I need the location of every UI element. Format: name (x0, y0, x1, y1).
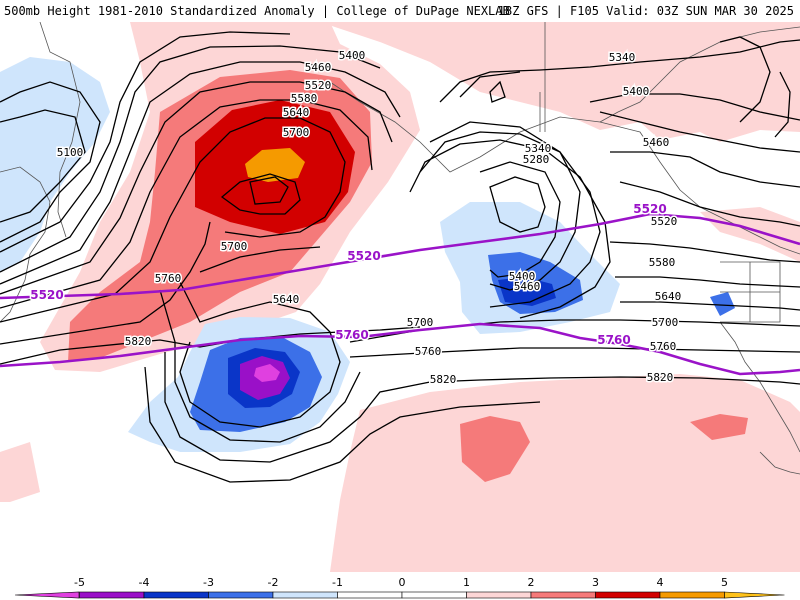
contour-label: 5760 (650, 340, 677, 353)
contour-label: 5400 (623, 85, 650, 98)
colorbar-swatch (337, 591, 403, 599)
colorbar-tick-label: 5 (721, 576, 728, 589)
colorbar-tick-label: 3 (592, 576, 599, 589)
colorbar-tick-label: 2 (528, 576, 535, 589)
contour-label: 5640 (273, 293, 300, 306)
positive-anomaly-fill (0, 22, 800, 572)
contour-label: 5400 (509, 270, 536, 283)
climo-height-lines (0, 212, 800, 376)
contour-label: 5820 (647, 371, 674, 384)
map-title: 500mb Height 1981-2010 Standardized Anom… (4, 4, 510, 18)
colorbar-swatch (530, 591, 596, 599)
contour-label: 5280 (523, 153, 550, 166)
colorbar-low-arrow (14, 591, 80, 599)
colorbar-high-arrow (724, 591, 785, 599)
contour-label: 5340 (609, 51, 636, 64)
colorbar-swatches (14, 591, 785, 599)
map-header: 500mb Height 1981-2010 Standardized Anom… (0, 0, 800, 22)
anomaly-map: 5400546055205580564057005100570057605640… (0, 22, 800, 572)
contour-label: 5700 (652, 316, 679, 329)
climo-labels: 5520 5520 5520 5760 5760 (29, 201, 668, 349)
contour-label: 5580 (649, 256, 676, 269)
colorbar-tick-label: -5 (74, 576, 85, 589)
contour-labels: 5400546055205580564057005100570057605640… (55, 48, 683, 388)
colorbar-swatch (401, 591, 467, 599)
contour-label: 5460 (514, 280, 541, 293)
contour-label: 5400 (339, 49, 366, 62)
contour-label: 5640 (283, 106, 310, 119)
colorbar-swatch (208, 591, 274, 599)
colorbar-tick-label: 1 (463, 576, 470, 589)
colorbar-swatch (595, 591, 661, 599)
contour-label: 5700 (407, 316, 434, 329)
contour-label: 5760 (415, 345, 442, 358)
colorbar-swatch (659, 591, 725, 599)
contour-label: 5820 (125, 335, 152, 348)
climo-label: 5760 (597, 333, 630, 347)
contour-label: 5520 (305, 79, 332, 92)
climo-label: 5520 (633, 202, 666, 216)
colorbar-swatch (143, 591, 209, 599)
colorbar-tick-label: -2 (268, 576, 279, 589)
height-contours (0, 31, 800, 483)
colorbar-swatch (466, 591, 532, 599)
climo-label: 5760 (335, 328, 368, 342)
contour-label: 5820 (430, 373, 457, 386)
colorbar-tick-label: 4 (657, 576, 664, 589)
contour-label: 5700 (283, 126, 310, 139)
contour-label: 5760 (155, 272, 182, 285)
colorbar-tick-label: -3 (203, 576, 214, 589)
climo-label: 5520 (30, 288, 63, 302)
contour-label: 5460 (643, 136, 670, 149)
coastline-outlines (0, 22, 800, 475)
contour-label: 5340 (525, 142, 552, 155)
contour-label: 5580 (291, 92, 318, 105)
contour-label: 5640 (655, 290, 682, 303)
anomaly-colorbar: -5 -4 -3 -2 -1 0 1 2 3 4 5 (14, 576, 785, 599)
contour-label: 5700 (221, 240, 248, 253)
colorbar-swatch (272, 591, 338, 599)
colorbar-swatch (79, 591, 145, 599)
colorbar-tick-label: 0 (399, 576, 406, 589)
model-run-info: 18Z GFS | F105 Valid: 03Z SUN MAR 30 202… (497, 4, 794, 18)
colorbar-ticks: -5 -4 -3 -2 -1 0 1 2 3 4 5 (74, 576, 728, 589)
colorbar-tick-label: -4 (139, 576, 150, 589)
colorbar-tick-label: -1 (332, 576, 343, 589)
climo-label: 5520 (347, 249, 380, 263)
contour-label: 5460 (305, 61, 332, 74)
contour-label: 5520 (651, 215, 678, 228)
contour-label: 5100 (57, 146, 84, 159)
